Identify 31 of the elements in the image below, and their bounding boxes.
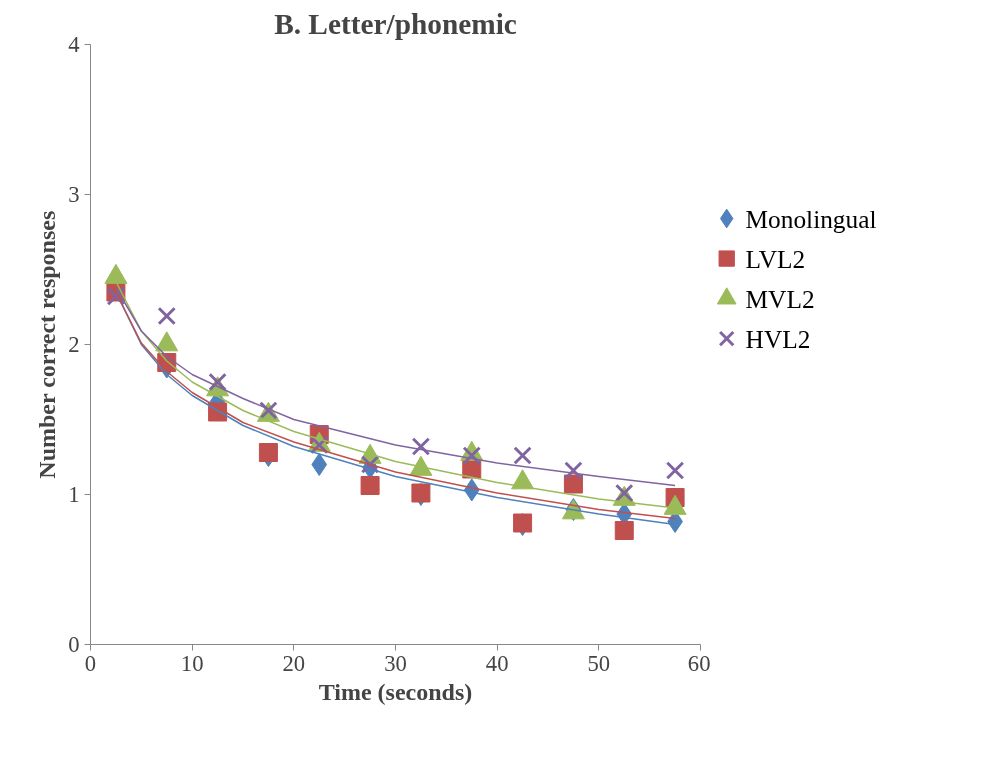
- legend-label: MVL2: [745, 284, 815, 313]
- point: [208, 372, 227, 392]
- x-tick-label: 40: [485, 650, 509, 676]
- point: [462, 446, 482, 465]
- legend-label: HVL2: [745, 324, 811, 353]
- x-tick-label: 0: [84, 650, 97, 676]
- point: [665, 461, 685, 480]
- x-axis-title: Time (seconds): [318, 678, 473, 705]
- y-tick-label: 4: [68, 32, 80, 57]
- legend-label: LVL2: [745, 244, 806, 273]
- y-tick-label: 2: [68, 332, 80, 357]
- point: [564, 461, 583, 480]
- y-tick-label: 0: [68, 632, 80, 657]
- y-axis-title: Number correct responses: [34, 210, 61, 479]
- point: [411, 437, 431, 456]
- y-tick-label: 1: [68, 482, 80, 507]
- x-tick-label: 50: [587, 650, 611, 676]
- point: [311, 453, 328, 476]
- point: [157, 306, 177, 326]
- point: [513, 446, 532, 465]
- x-tick-label: 10: [180, 650, 204, 676]
- x-tick-label: 60: [687, 650, 711, 676]
- chart-title: B. Letter/phonemic: [274, 7, 517, 40]
- point: [360, 476, 380, 495]
- y-tick-label: 3: [68, 182, 80, 207]
- point: [258, 443, 278, 462]
- point: [563, 474, 583, 494]
- legend-label: Monolingual: [745, 204, 877, 233]
- x-tick-label: 20: [282, 650, 306, 676]
- x-tick-label: 30: [384, 650, 407, 676]
- point: [614, 521, 634, 540]
